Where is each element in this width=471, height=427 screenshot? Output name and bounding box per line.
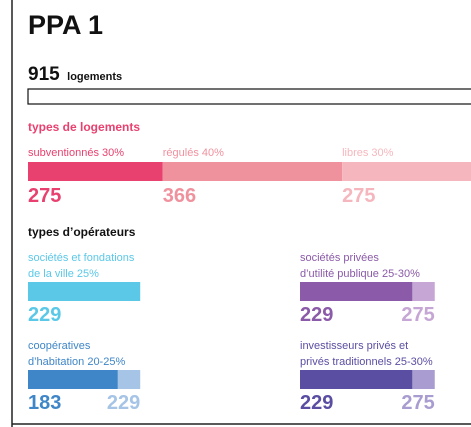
operator-value: 229 bbox=[107, 392, 140, 414]
housing-heading: types de logements bbox=[28, 120, 140, 134]
operator-label: d’habitation 20-25% bbox=[28, 356, 125, 368]
title: PPA 1 bbox=[28, 10, 103, 40]
operator-bar bbox=[28, 370, 118, 389]
segment-label: régulés 40% bbox=[163, 147, 224, 159]
segment-bar bbox=[342, 162, 471, 181]
total-value: 915 bbox=[28, 64, 60, 85]
segment-value: 275 bbox=[28, 185, 61, 207]
segment-value: 275 bbox=[342, 185, 375, 207]
segment-label: libres 30% bbox=[342, 147, 394, 159]
operator-bar bbox=[300, 282, 413, 301]
operator-value: 275 bbox=[401, 392, 434, 414]
operator-value: 275 bbox=[401, 304, 434, 326]
operator-value: 229 bbox=[300, 304, 333, 326]
total-bar bbox=[27, 88, 471, 105]
operator-label: sociétés et fondations bbox=[28, 252, 135, 264]
total-label: logements bbox=[67, 71, 122, 83]
segment-bar bbox=[162, 162, 343, 181]
operator-value: 183 bbox=[28, 392, 61, 414]
total-line: 915 logements bbox=[28, 64, 122, 85]
operator-bar bbox=[28, 282, 141, 301]
operator-label: d’utilité publique 25-30% bbox=[300, 268, 420, 280]
operator-value: 229 bbox=[28, 304, 61, 326]
operators-heading: types d’opérateurs bbox=[28, 225, 136, 239]
operator-label: investisseurs privés et bbox=[300, 340, 408, 352]
segment-bar bbox=[28, 162, 163, 181]
operator-label: privés traditionnels 25-30% bbox=[300, 356, 433, 368]
operator-label: de la ville 25% bbox=[28, 268, 99, 280]
segment-value: 366 bbox=[163, 185, 196, 207]
segment-label: subventionnés 30% bbox=[28, 147, 124, 159]
operator-value: 229 bbox=[300, 392, 333, 414]
operator-label: coopératives bbox=[28, 340, 91, 352]
operator-bar bbox=[300, 370, 413, 389]
operator-label: sociétés privées bbox=[300, 252, 379, 264]
